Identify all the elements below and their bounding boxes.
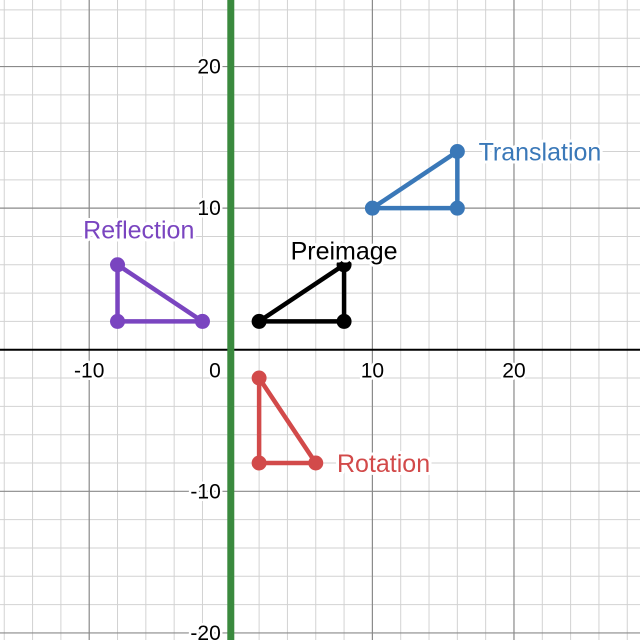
x-tick-label: 10 (361, 360, 384, 383)
translation-label: Translation (479, 139, 602, 167)
reflection-vertex (110, 257, 126, 273)
translation-vertex (449, 200, 465, 216)
rotation-vertex (308, 455, 324, 471)
tick-labels: -10 10 20 20 10 -10 -20 0 (72, 53, 529, 640)
y-tick-label: 10 (197, 197, 220, 220)
rotation-vertex (251, 370, 267, 386)
preimage-label: Preimage (291, 238, 398, 266)
translation-vertex (364, 200, 380, 216)
rotation-label: Rotation (337, 450, 430, 478)
rotation-triangle (256, 375, 319, 466)
y-tick-label: -10 (190, 480, 220, 503)
preimage-shape: Preimage (251, 235, 401, 329)
reflection-shape: Reflection (80, 213, 210, 329)
preimage-triangle (256, 262, 347, 324)
transformation-shapes: Preimage Translation Reflection Rotation (80, 136, 604, 482)
rotation-shape: Rotation (251, 370, 433, 481)
preimage-vertex (251, 313, 267, 329)
x-tick-label: -10 (74, 360, 104, 383)
y-tick-label: -20 (190, 622, 220, 640)
x-tick-label: 20 (502, 360, 525, 383)
reflection-triangle (115, 262, 205, 324)
preimage-vertex (336, 313, 352, 329)
preimage-vertex (336, 257, 352, 273)
translation-triangle (370, 149, 460, 211)
translation-shape: Translation (364, 136, 604, 216)
origin-label: 0 (209, 360, 221, 383)
rotation-vertex (251, 455, 267, 471)
reflection-label: Reflection (83, 216, 194, 244)
reflection-vertex (194, 313, 210, 329)
y-tick-label: 20 (197, 56, 220, 79)
reflection-vertex (110, 313, 126, 329)
translation-vertex (449, 144, 465, 160)
